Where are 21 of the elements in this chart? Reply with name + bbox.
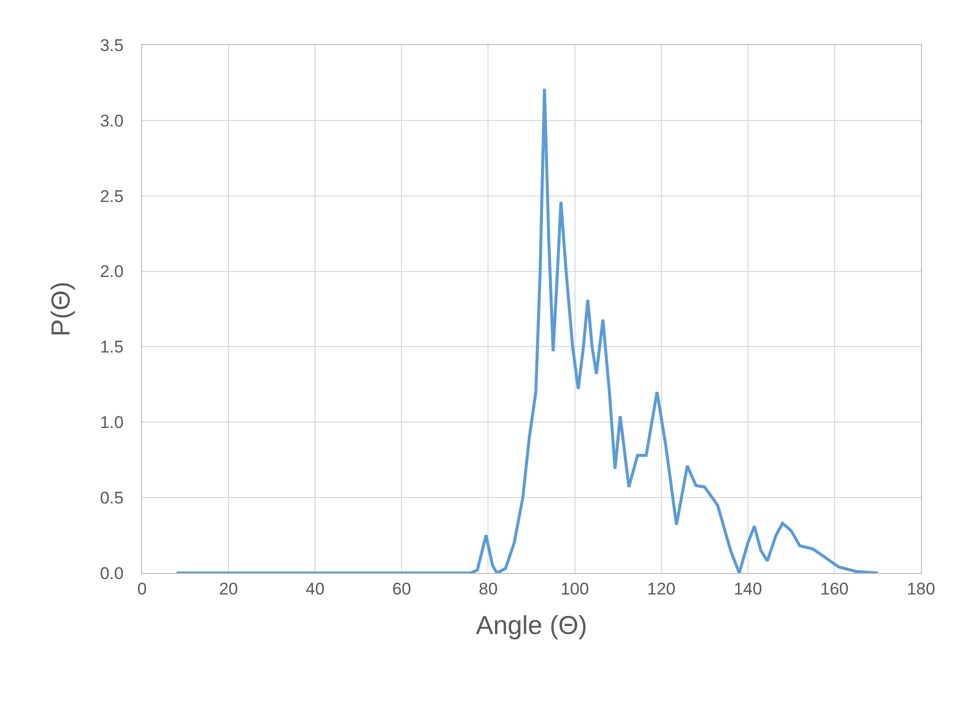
y-tick-label: 1.5: [100, 338, 124, 357]
y-tick-label: 2.5: [100, 186, 124, 206]
y-tick-label: 1.0: [100, 413, 124, 432]
y-tick-label: 0.5: [100, 488, 124, 508]
x-tick-label: 60: [392, 579, 412, 598]
x-tick-label: 20: [219, 579, 238, 598]
y-tick-label: 3.0: [100, 111, 124, 130]
x-axis-title: Angle (Θ): [476, 610, 588, 640]
y-axis-title: P(Θ): [45, 282, 76, 336]
x-tick-label: 140: [734, 579, 762, 598]
y-tick-label: 0.0: [100, 564, 124, 583]
x-tick-label: 180: [906, 579, 936, 598]
y-tick-label: 2.0: [100, 262, 124, 282]
y-tick-label: 3.5: [100, 36, 124, 55]
x-tick-label: 0: [137, 579, 147, 598]
x-tick-label: 120: [647, 579, 676, 598]
x-tick-label: 80: [478, 579, 498, 598]
line-series: [175, 87, 880, 573]
x-tick-label: 100: [560, 579, 589, 598]
x-tick-label: 40: [306, 579, 325, 598]
x-tick-label: 160: [820, 579, 849, 598]
